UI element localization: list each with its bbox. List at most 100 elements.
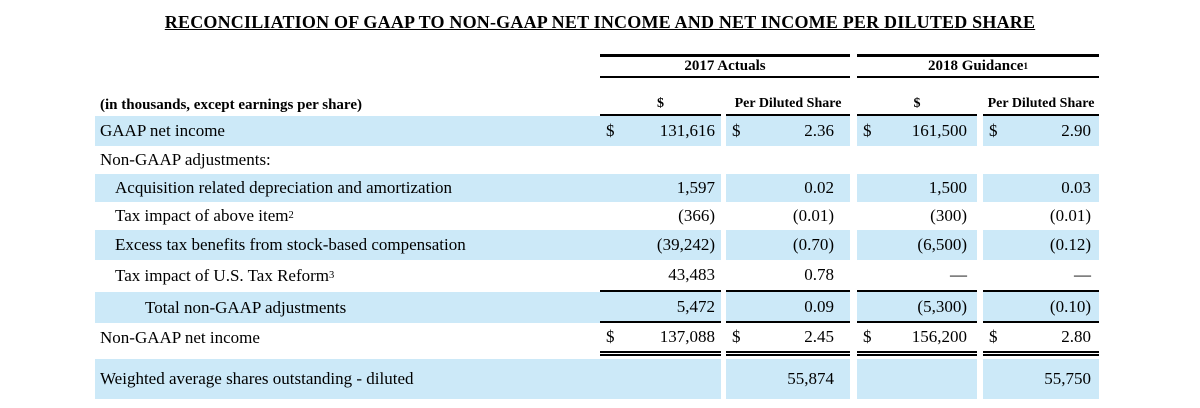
value-cell: $156,200	[857, 323, 977, 356]
subheader-dollar-2017: $	[600, 78, 721, 116]
value-cell: $2.90	[983, 116, 1099, 146]
value-text: (5,300)	[917, 296, 967, 316]
value-cell: (39,242)	[600, 230, 721, 260]
row-label-text: Weighted average shares outstanding - di…	[100, 369, 414, 388]
reconciliation-table: 2017 Actuals 2018 Guidance 1 (in thousand…	[95, 54, 1099, 399]
value-text: 131,616	[659, 121, 715, 140]
dollar-sign: $	[606, 327, 615, 346]
value-text: 0.03	[1061, 178, 1091, 197]
column-group-header-row: 2017 Actuals 2018 Guidance 1	[95, 54, 1099, 78]
dollar-sign: $	[989, 121, 998, 140]
table-row-excess-tax-benefits: Excess tax benefits from stock-based com…	[95, 230, 1099, 260]
dollar-sign: $	[732, 121, 741, 140]
value-text: (6,500)	[917, 235, 967, 254]
value-cell	[600, 146, 721, 174]
table-row-tax-impact-tax-reform: Tax impact of U.S. Tax Reform 3 43,483 0.…	[95, 260, 1099, 292]
value-cell	[983, 146, 1099, 174]
value-cell	[726, 146, 850, 174]
value-cell: $131,616	[600, 116, 721, 146]
value-cell: (0.10)	[983, 292, 1099, 323]
value-cell: 0.02	[726, 174, 850, 202]
table-row-gaap-net-income: GAAP net income $131,616 $2.36 $161,500 …	[95, 116, 1099, 146]
value-cell	[857, 359, 977, 399]
value-text: 2.80	[1061, 327, 1091, 346]
page-title: RECONCILIATION OF GAAP TO NON-GAAP NET I…	[164, 12, 1036, 32]
table-row-weighted-average-shares: Weighted average shares outstanding - di…	[95, 359, 1099, 399]
column-group-label: 2017 Actuals	[684, 58, 766, 74]
value-text: (0.10)	[1049, 296, 1091, 316]
value-cell: 0.09	[726, 292, 850, 323]
value-text: 55,750	[1044, 369, 1091, 388]
value-text: 0.78	[804, 265, 834, 284]
subheader-dollar-2018: $	[857, 78, 977, 116]
value-cell: 0.03	[983, 174, 1099, 202]
row-label-text: Tax impact of U.S. Tax Reform	[115, 266, 330, 285]
row-label-text: Acquisition related depreciation and amo…	[115, 178, 453, 197]
value-cell: 5,472	[600, 292, 721, 323]
value-text: 55,874	[787, 369, 834, 388]
row-label: Total non-GAAP adjustments	[95, 292, 600, 323]
value-cell: $2.80	[983, 323, 1099, 356]
value-cell: 0.78	[726, 260, 850, 292]
value-text: (300)	[930, 206, 967, 225]
row-label: Excess tax benefits from stock-based com…	[95, 230, 600, 260]
value-text: (39,242)	[656, 235, 715, 254]
value-text: (366)	[678, 206, 715, 225]
row-label-text: GAAP net income	[100, 121, 225, 140]
value-text: —	[1074, 265, 1091, 284]
sub-header-row: (in thousands, except earnings per share…	[95, 78, 1099, 116]
value-cell: (0.70)	[726, 230, 850, 260]
value-text: 156,200	[911, 327, 967, 346]
value-text: 1,597	[676, 178, 715, 197]
unit-note: (in thousands, except earnings per share…	[100, 97, 362, 113]
row-label-text: Excess tax benefits from stock-based com…	[115, 235, 466, 254]
value-text: —	[950, 265, 967, 284]
table-row-acquisition-depreciation: Acquisition related depreciation and amo…	[95, 174, 1099, 202]
row-label: Non-GAAP adjustments:	[95, 146, 600, 174]
value-text: (0.01)	[792, 206, 834, 225]
value-text: 2.45	[804, 327, 834, 346]
subheader-per-diluted-share-2018: Per Diluted Share	[983, 78, 1099, 116]
value-cell: 43,483	[600, 260, 721, 292]
value-cell: —	[983, 260, 1099, 292]
value-text: (0.01)	[1049, 206, 1091, 225]
value-cell: 55,874	[726, 359, 850, 399]
dollar-sign: $	[732, 327, 741, 346]
value-text: 0.02	[804, 178, 834, 197]
table-row-total-non-gaap-adjustments: Total non-GAAP adjustments 5,472 0.09 (5…	[95, 292, 1099, 323]
row-label-text: Total non-GAAP adjustments	[145, 297, 347, 317]
dollar-sign: $	[989, 327, 998, 346]
value-text: 43,483	[668, 265, 715, 284]
dollar-sign: $	[863, 327, 872, 346]
value-text: 1,500	[928, 178, 967, 197]
value-cell: (0.12)	[983, 230, 1099, 260]
value-cell: $2.36	[726, 116, 850, 146]
value-cell: (366)	[600, 202, 721, 230]
table-row-non-gaap-net-income: Non-GAAP net income $137,088 $2.45 $156,…	[95, 323, 1099, 356]
value-text: (0.70)	[792, 235, 834, 254]
dollar-sign: $	[863, 121, 872, 140]
table-row-tax-impact-above-item: Tax impact of above item 2 (366) (0.01) (…	[95, 202, 1099, 230]
row-label: Tax impact of above item 2	[115, 206, 294, 225]
value-cell	[857, 146, 977, 174]
column-group-label: 2018 Guidance	[927, 58, 1024, 74]
value-cell: 1,500	[857, 174, 977, 202]
value-text: 137,088	[659, 327, 715, 346]
row-label-text: Tax impact of above item	[115, 206, 289, 225]
value-text: 0.09	[804, 296, 834, 316]
value-text: 161,500	[911, 121, 967, 140]
value-cell: (6,500)	[857, 230, 977, 260]
row-label: Acquisition related depreciation and amo…	[95, 174, 600, 202]
row-label: Non-GAAP net income	[95, 323, 600, 353]
value-text: 5,472	[676, 296, 715, 316]
value-cell: $161,500	[857, 116, 977, 146]
row-label: GAAP net income	[95, 116, 600, 146]
value-cell: (5,300)	[857, 292, 977, 323]
row-label-text: Non-GAAP adjustments:	[100, 150, 271, 169]
value-cell: —	[857, 260, 977, 292]
row-label-text: Non-GAAP net income	[100, 328, 260, 347]
row-label: Weighted average shares outstanding - di…	[95, 359, 600, 399]
value-cell: 55,750	[983, 359, 1099, 399]
value-cell: 1,597	[600, 174, 721, 202]
value-cell: (300)	[857, 202, 977, 230]
